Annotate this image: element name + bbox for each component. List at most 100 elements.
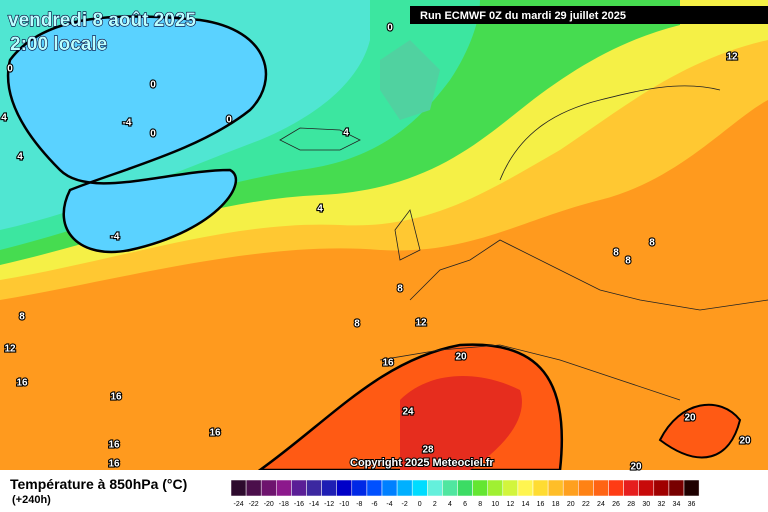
scale-label: -6 — [371, 501, 377, 508]
contour-label: -4 — [123, 118, 132, 129]
scale-label: 18 — [552, 501, 560, 508]
coastlines — [279, 85, 768, 401]
color-swatch — [381, 479, 398, 497]
contour-label: 0 — [387, 23, 393, 34]
scale-label: 20 — [567, 501, 575, 508]
color-scale: -24 -22 -20 -18 -16 -14 -12 -10 -8 -6 -4 -2 0 2 4 6 8 10 1… — [230, 479, 700, 508]
color-swatch — [517, 479, 534, 497]
scale-label: 22 — [582, 501, 590, 508]
scale-label: -18 — [279, 501, 289, 508]
contour-label: 8 — [397, 284, 403, 295]
color-swatch — [230, 479, 247, 497]
contour-label: 4 — [1, 113, 7, 124]
copyright: Copyright 2025 Meteociel.fr — [350, 457, 494, 469]
legend-title: Température à 850hPa (°C) — [10, 476, 187, 492]
scale-label: 36 — [688, 501, 696, 508]
scale-label: 30 — [642, 501, 650, 508]
color-swatch — [336, 479, 353, 497]
contour-label: 16 — [16, 378, 28, 389]
contour-label: 12 — [726, 52, 738, 63]
scale-label: 6 — [463, 501, 467, 508]
color-swatch — [457, 479, 473, 497]
scale-label: 4 — [448, 501, 452, 508]
forecast-time: 2:00 locale — [10, 34, 107, 55]
scale-label: 24 — [597, 501, 605, 508]
scale-label: -4 — [386, 501, 392, 508]
scale-label: 2 — [433, 501, 437, 508]
contour-label: 16 — [382, 358, 394, 369]
contour-label: 12 — [415, 318, 427, 329]
color-swatch — [487, 479, 504, 497]
color-swatch — [411, 479, 428, 497]
contour-label: 16 — [209, 428, 221, 439]
color-swatch — [532, 479, 549, 497]
scale-label: -10 — [339, 501, 349, 508]
scale-label: -16 — [294, 501, 304, 508]
scale-label: 32 — [657, 501, 665, 508]
color-swatch — [260, 479, 277, 497]
color-swatch — [351, 479, 368, 497]
contour-label: 0 — [150, 129, 156, 140]
color-swatch — [276, 479, 292, 497]
color-swatch — [291, 479, 307, 497]
run-info: Run ECMWF 0Z du mardi 29 juillet 2025 — [420, 10, 626, 22]
contour-label: 16 — [108, 459, 120, 470]
contour-label: 4 — [17, 152, 23, 163]
contour-label: 28 — [422, 445, 434, 456]
color-swatch — [321, 479, 337, 497]
contour-label: 8 — [625, 256, 631, 267]
color-swatch — [668, 479, 685, 497]
scale-label: -20 — [264, 501, 274, 508]
contour-label: 20 — [630, 462, 642, 473]
contour-label: 8 — [19, 312, 25, 323]
color-swatch — [396, 479, 413, 497]
contour-label: 4 — [317, 204, 323, 215]
contour-label: 8 — [354, 319, 360, 330]
scale-label: -14 — [309, 501, 319, 508]
contour-label: 20 — [684, 413, 696, 424]
color-swatch — [547, 479, 564, 497]
color-swatch — [578, 479, 594, 497]
contour-label: -4 — [111, 232, 120, 243]
color-swatch — [245, 479, 262, 497]
forecast-date: vendredi 8 août 2025 — [8, 10, 196, 31]
color-swatch — [472, 479, 488, 497]
color-swatch — [502, 479, 519, 497]
scale-label: -22 — [249, 501, 259, 508]
scale-label: 34 — [673, 501, 681, 508]
contour-label: 16 — [108, 440, 120, 451]
contour-label: 24 — [402, 407, 414, 418]
color-swatch — [593, 479, 609, 497]
temperature-field — [0, 0, 768, 472]
color-swatch — [306, 479, 322, 497]
color-swatch — [683, 479, 700, 497]
scale-label: 10 — [491, 501, 499, 508]
contour-label: 20 — [739, 436, 751, 447]
contour-label: 4 — [343, 128, 349, 139]
scale-label: -24 — [233, 501, 243, 508]
contour-label: 8 — [649, 238, 655, 249]
contour-label: 12 — [4, 344, 16, 355]
forecast-lead: (+240h) — [12, 494, 51, 506]
color-swatch — [653, 479, 670, 497]
scale-label: 14 — [522, 501, 530, 508]
scale-label: 0 — [418, 501, 422, 508]
scale-label: 8 — [478, 501, 482, 508]
color-swatch — [442, 479, 458, 497]
scale-label: 26 — [612, 501, 620, 508]
color-swatch — [608, 479, 624, 497]
contour-label: 0 — [226, 115, 232, 126]
contour-label: 0 — [7, 64, 13, 75]
color-swatch — [562, 479, 579, 497]
scale-label: 12 — [506, 501, 514, 508]
color-swatch — [427, 479, 443, 497]
contour-label: 0 — [150, 80, 156, 91]
scale-label: 28 — [627, 501, 635, 508]
contour-label: 20 — [455, 352, 467, 363]
scale-label: 16 — [537, 501, 545, 508]
color-swatch — [623, 479, 639, 497]
scale-label: -8 — [356, 501, 362, 508]
